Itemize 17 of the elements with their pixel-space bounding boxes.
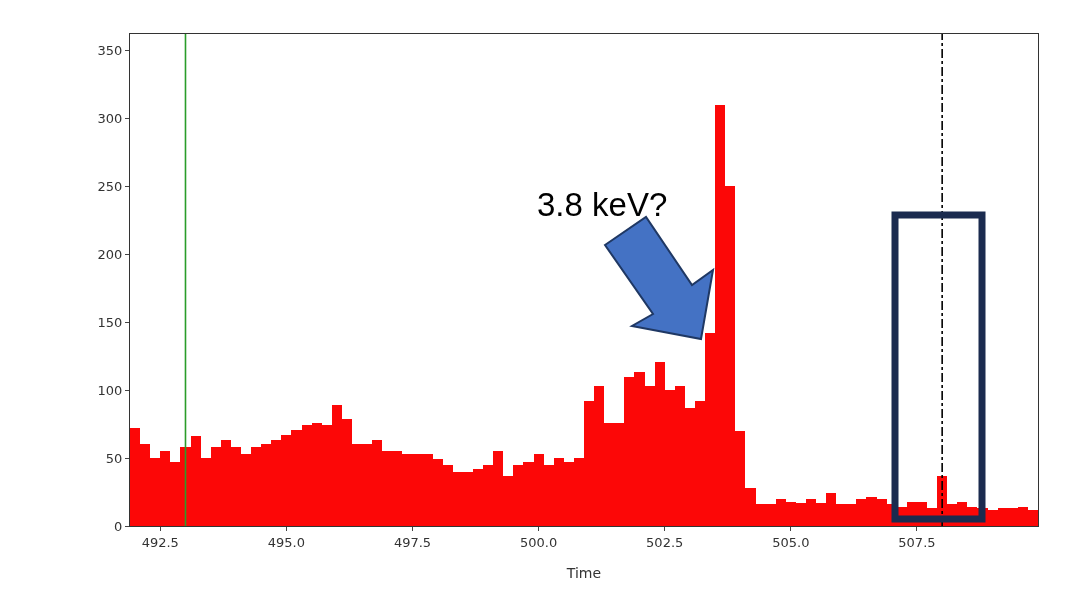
y-tick-label: 100: [97, 382, 123, 398]
y-tick-label: 50: [105, 450, 123, 466]
x-tick-label: 492.5: [141, 534, 179, 550]
x-tick-label: 502.5: [646, 534, 684, 550]
y-tick-label: 300: [97, 110, 123, 126]
y-tick-label: 0: [114, 518, 123, 534]
x-tick-label: 505.0: [772, 534, 810, 550]
y-tick-label: 250: [97, 178, 123, 194]
x-tick-label: 500.0: [519, 534, 558, 550]
y-tick-label: 150: [97, 314, 123, 330]
x-tick-label: 495.0: [267, 534, 305, 550]
x-tick-label: 507.5: [898, 534, 936, 550]
y-tick-label: 350: [97, 42, 123, 58]
annotation: 3.8 keV?: [537, 186, 668, 223]
x-tick-label: 497.5: [393, 534, 432, 550]
x-axis-title: Time: [565, 565, 602, 581]
y-tick-label: 200: [97, 246, 123, 262]
